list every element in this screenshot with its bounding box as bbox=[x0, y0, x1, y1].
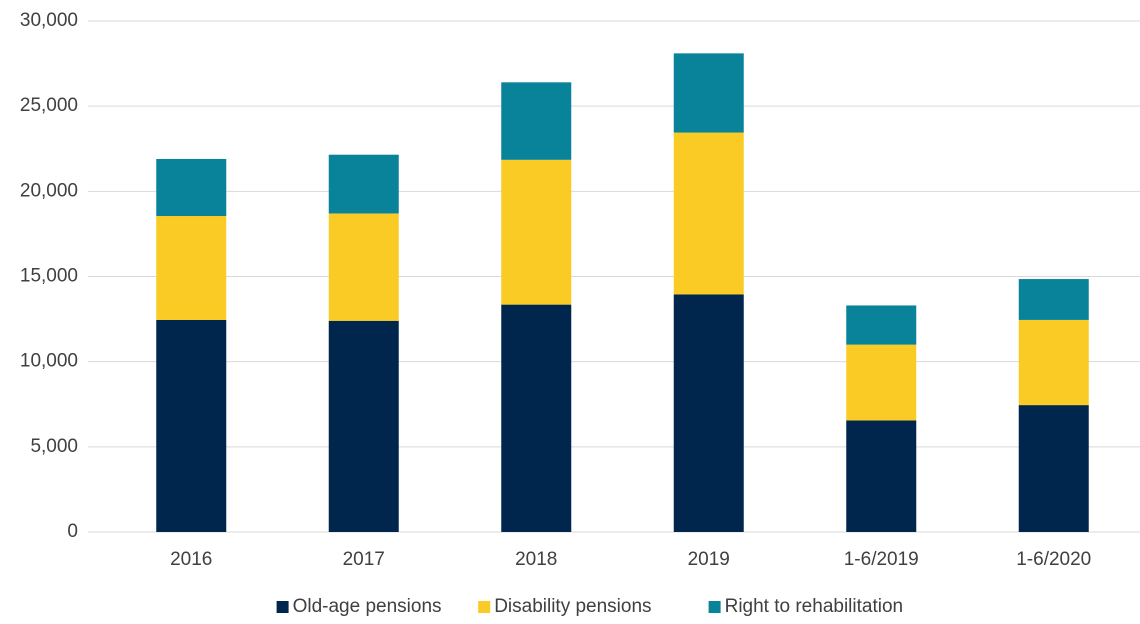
y-tick-label: 30,000 bbox=[20, 10, 78, 31]
y-tick-label: 5,000 bbox=[30, 436, 78, 457]
y-tick-label: 20,000 bbox=[20, 180, 78, 201]
legend-swatch bbox=[478, 601, 491, 613]
bar-segment bbox=[156, 319, 227, 532]
x-tick-label: 1-6/2019 bbox=[844, 549, 919, 570]
bar-segment bbox=[328, 213, 399, 321]
bar-segment bbox=[846, 344, 917, 421]
bar-segment bbox=[501, 159, 572, 305]
y-tick-label: 10,000 bbox=[20, 351, 78, 372]
bar-segment bbox=[846, 420, 917, 532]
bar-segment bbox=[1018, 279, 1089, 320]
bar-segment bbox=[1018, 405, 1089, 532]
bar-segment bbox=[328, 154, 399, 214]
bar-segment bbox=[673, 53, 744, 133]
x-tick-label: 2018 bbox=[515, 549, 557, 570]
legend-label: Old-age pensions bbox=[293, 596, 442, 617]
bar-segment bbox=[846, 305, 917, 345]
bar-segment bbox=[673, 132, 744, 295]
x-tick-label: 1-6/2020 bbox=[1016, 549, 1091, 570]
bar-segment bbox=[673, 294, 744, 532]
bar-segment bbox=[501, 304, 572, 532]
legend-swatch bbox=[276, 601, 289, 613]
y-tick-label: 15,000 bbox=[20, 266, 78, 287]
bar-segment bbox=[156, 216, 227, 320]
bar-segment bbox=[1018, 319, 1089, 406]
x-tick-label: 2016 bbox=[170, 549, 212, 570]
legend-swatch bbox=[708, 601, 721, 613]
legend-label: Right to rehabilitation bbox=[725, 596, 904, 617]
y-tick-label: 25,000 bbox=[20, 95, 78, 116]
bar-segment bbox=[501, 82, 572, 160]
legend-label: Disability pensions bbox=[494, 596, 651, 617]
bar-segment bbox=[156, 158, 227, 217]
x-tick-label: 2017 bbox=[343, 549, 385, 570]
x-tick-label: 2019 bbox=[688, 549, 730, 570]
y-tick-label: 0 bbox=[67, 521, 78, 542]
bar-segment bbox=[328, 320, 399, 532]
